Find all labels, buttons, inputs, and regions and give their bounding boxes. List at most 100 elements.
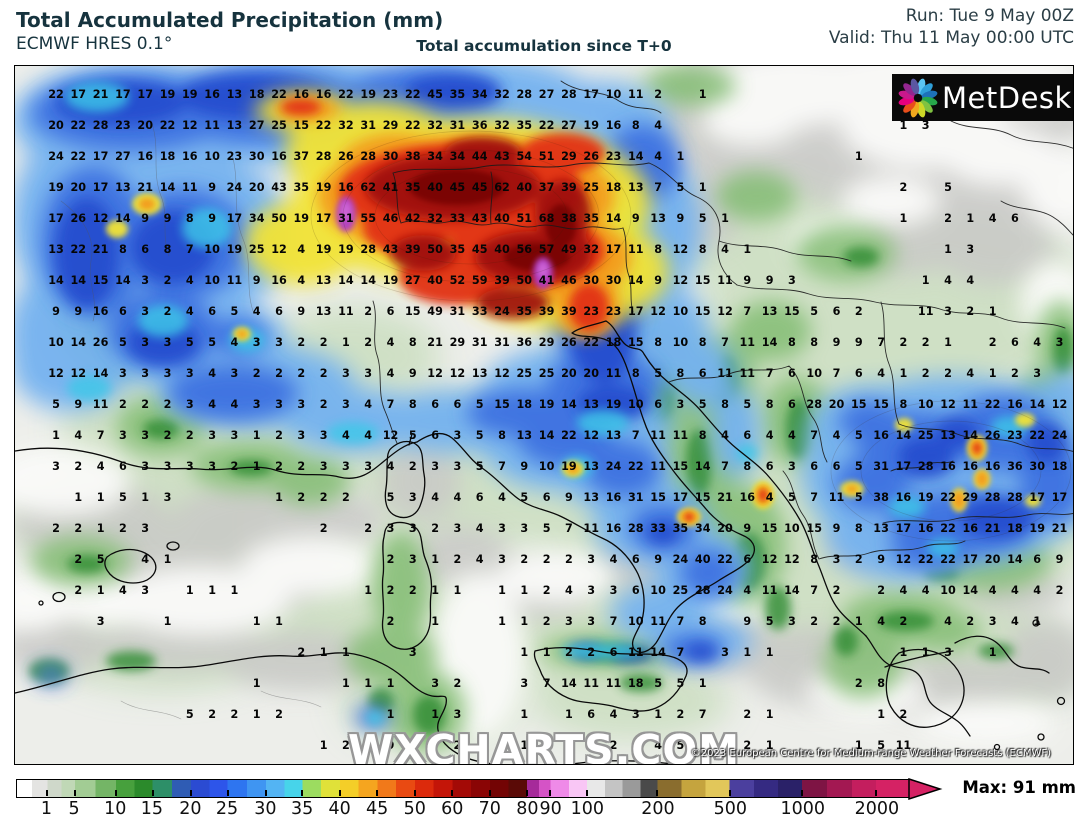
precip-value: 14: [115, 274, 131, 287]
precip-value: 13: [873, 522, 889, 535]
precip-value: 7: [877, 336, 885, 349]
precip-value: 35: [405, 181, 421, 194]
precip-value: 5: [119, 491, 127, 504]
precip-value: 4: [186, 274, 194, 287]
precip-value: 3: [253, 398, 261, 411]
precip-value: 2: [743, 739, 751, 752]
precip-value: 35: [450, 243, 466, 256]
precip-value: 5: [810, 305, 818, 318]
precip-value: 3: [989, 615, 997, 628]
precip-value: 16: [985, 460, 1001, 473]
precip-value: 2: [320, 522, 328, 535]
precip-value: 7: [654, 181, 662, 194]
legend-tick: [728, 790, 731, 796]
precip-value: 5: [855, 491, 863, 504]
precip-value: 1: [231, 584, 239, 597]
precip-value: 17: [227, 212, 243, 225]
precip-value: 2: [387, 584, 395, 597]
precip-value: 26: [338, 150, 354, 163]
precip-value: 4: [141, 553, 149, 566]
precip-value: 9: [520, 460, 528, 473]
precip-value: 6: [766, 460, 774, 473]
precip-value: 25: [583, 181, 599, 194]
precip-value: 21: [93, 243, 109, 256]
precip-value: 13: [472, 367, 488, 380]
precip-value: 8: [677, 367, 685, 380]
precip-value: 3: [186, 398, 194, 411]
precip-value: 25: [271, 119, 287, 132]
precip-value: 4: [721, 739, 729, 752]
precip-value: 11: [650, 460, 666, 473]
precip-value: 3: [587, 615, 595, 628]
precip-value: 5: [788, 491, 796, 504]
precip-value: 19: [606, 398, 622, 411]
precip-value: 3: [788, 615, 796, 628]
precip-value: 1: [431, 708, 439, 721]
precip-value: 16: [1007, 398, 1023, 411]
precip-value: 5: [677, 181, 685, 194]
precip-value: 51: [517, 212, 533, 225]
precip-value: 2: [164, 305, 172, 318]
precip-value: 5: [409, 429, 417, 442]
precip-value: 13: [583, 398, 599, 411]
precip-value: 1: [208, 584, 216, 597]
precip-value: 23: [1007, 429, 1023, 442]
precip-value: 3: [253, 336, 261, 349]
precip-value: 7: [699, 708, 707, 721]
precip-value: 29: [539, 336, 555, 349]
precip-value: 3: [208, 460, 216, 473]
precip-value: 24: [606, 460, 622, 473]
precip-value: 68: [539, 212, 555, 225]
precip-value: 29: [963, 491, 979, 504]
precip-value: 14: [71, 274, 87, 287]
precip-value: 4: [654, 739, 662, 752]
precip-value: 5: [654, 677, 662, 690]
precip-value: 9: [677, 212, 685, 225]
precip-value: 18: [160, 150, 176, 163]
precip-value: 2: [387, 615, 395, 628]
precip-value: 28: [316, 150, 332, 163]
precip-value: 14: [628, 274, 644, 287]
precip-value: 39: [494, 274, 510, 287]
precip-value: 1: [74, 491, 82, 504]
precip-value: 9: [208, 181, 216, 194]
precip-value: 4: [297, 274, 305, 287]
precip-value: 25: [673, 584, 689, 597]
precip-value: 16: [963, 522, 979, 535]
precip-value: 3: [409, 553, 417, 566]
precip-value: 3: [342, 398, 350, 411]
precip-value: 8: [498, 429, 506, 442]
precip-value: 1: [989, 367, 997, 380]
precip-value: 1: [342, 646, 350, 659]
precip-value: 6: [699, 367, 707, 380]
precip-value: 1: [743, 646, 751, 659]
precip-value: 1: [900, 212, 908, 225]
precip-value: 22: [985, 398, 1001, 411]
precip-value: 3: [944, 646, 952, 659]
precip-value: 4: [966, 367, 974, 380]
precip-value: 18: [628, 677, 644, 690]
precip-value: 8: [632, 119, 640, 132]
precip-value: 2: [900, 181, 908, 194]
precip-value: 1: [520, 615, 528, 628]
precip-value: 62: [360, 181, 376, 194]
precip-value: 31: [494, 336, 510, 349]
precip-value: 10: [539, 460, 555, 473]
precip-value: 35: [673, 522, 689, 535]
precip-value: 37: [294, 150, 310, 163]
precip-value: 14: [48, 274, 64, 287]
legend-tick: [800, 790, 803, 796]
precip-value: 24: [673, 553, 689, 566]
precip-value: 1: [743, 243, 751, 256]
precip-value: 14: [561, 398, 577, 411]
precip-value: 14: [338, 274, 354, 287]
precip-value: 5: [677, 739, 685, 752]
precip-value: 9: [654, 274, 662, 287]
precip-value: 10: [606, 88, 622, 101]
precip-value: 19: [294, 212, 310, 225]
precip-value: 28: [360, 243, 376, 256]
precip-value: 17: [93, 150, 109, 163]
precip-value: 12: [48, 367, 64, 380]
precip-value: 22: [405, 88, 421, 101]
precip-value: 49: [561, 243, 577, 256]
